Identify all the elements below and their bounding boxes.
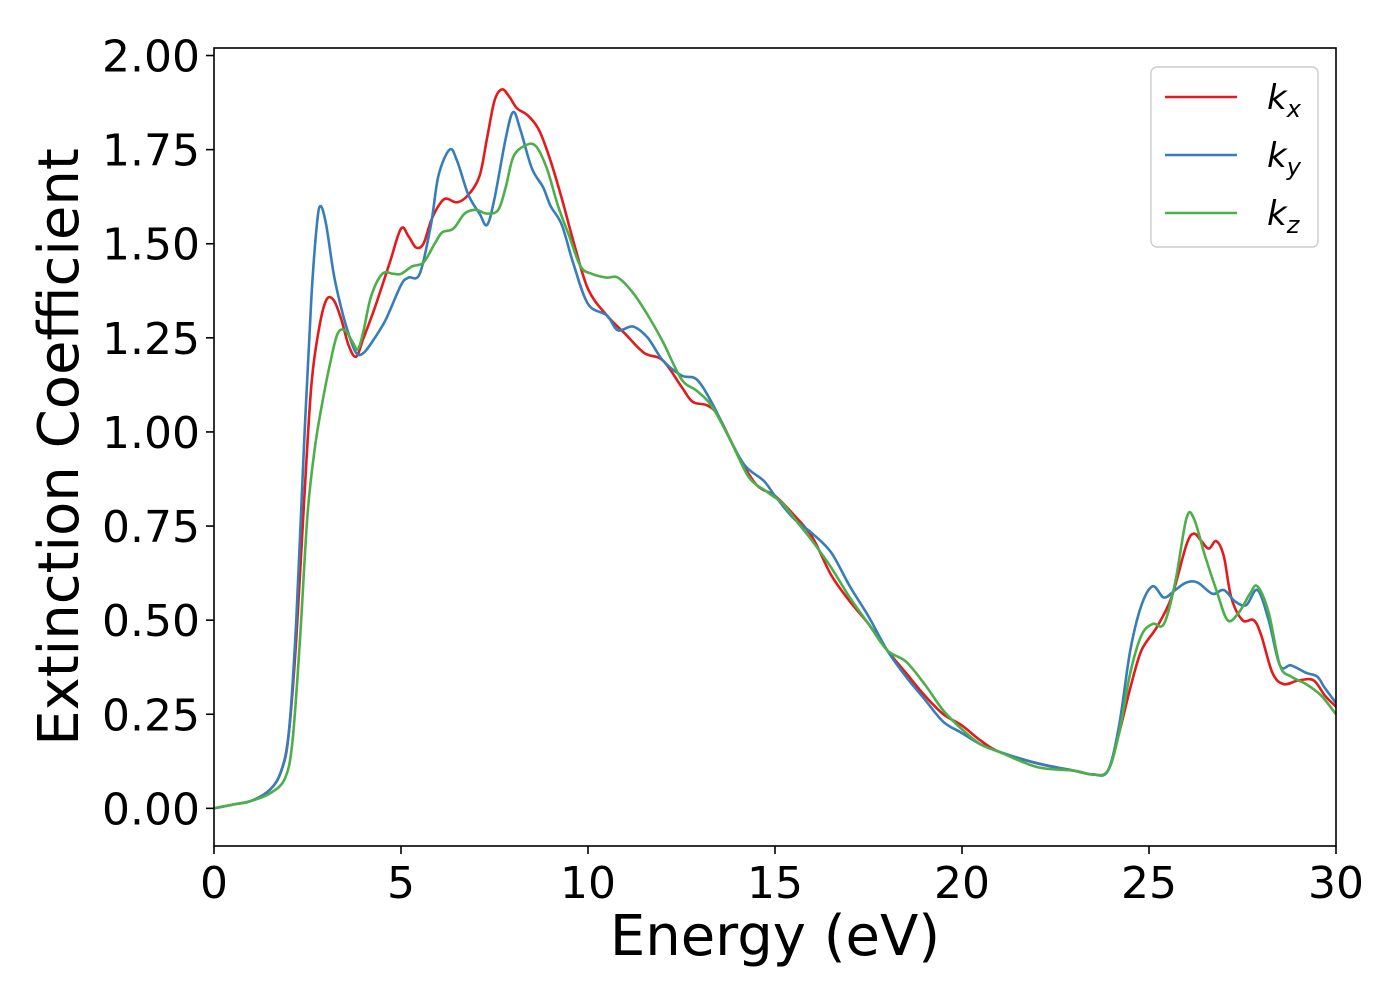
- series-line-ky: [214, 110, 1336, 810]
- x-tick-label: 20: [934, 858, 990, 909]
- series-layer: [214, 88, 1336, 810]
- legend-label-kz: kz: [1267, 194, 1301, 239]
- y-axis: 0.00 0.25 0.50 0.75 1.00 1.25 1.50 1.75 2.00: [102, 32, 214, 835]
- y-tick-label: 1.25: [102, 314, 200, 365]
- x-axis: 0 5 10 15 20 25 30: [200, 846, 1364, 909]
- y-tick-label: 0.00: [102, 784, 200, 835]
- series-line-kx: [214, 88, 1336, 810]
- legend-label-ky: ky: [1267, 136, 1302, 181]
- legend: kx ky kz: [1150, 66, 1319, 248]
- y-tick-label: 0.50: [102, 596, 200, 647]
- series-line-kz: [214, 142, 1336, 810]
- legend-box: [1150, 66, 1319, 248]
- x-tick-label: 0: [200, 858, 228, 909]
- legend-label-kx: kx: [1267, 78, 1302, 123]
- y-tick-label: 1.00: [102, 408, 200, 459]
- x-tick-label: 10: [560, 858, 616, 909]
- x-tick-label: 25: [1121, 858, 1177, 909]
- y-tick-label: 1.50: [102, 220, 200, 271]
- x-tick-label: 30: [1308, 858, 1364, 909]
- x-axis-title: Energy (eV): [610, 904, 940, 969]
- x-tick-label: 15: [747, 858, 803, 909]
- y-tick-label: 0.75: [102, 502, 200, 553]
- x-tick-label: 5: [387, 858, 415, 909]
- y-tick-label: 1.75: [102, 126, 200, 177]
- y-tick-label: 0.25: [102, 690, 200, 741]
- y-axis-title: Extinction Coefficient: [27, 148, 92, 746]
- y-tick-label: 2.00: [102, 32, 200, 83]
